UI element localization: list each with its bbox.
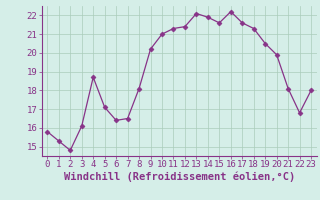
X-axis label: Windchill (Refroidissement éolien,°C): Windchill (Refroidissement éolien,°C) <box>64 172 295 182</box>
